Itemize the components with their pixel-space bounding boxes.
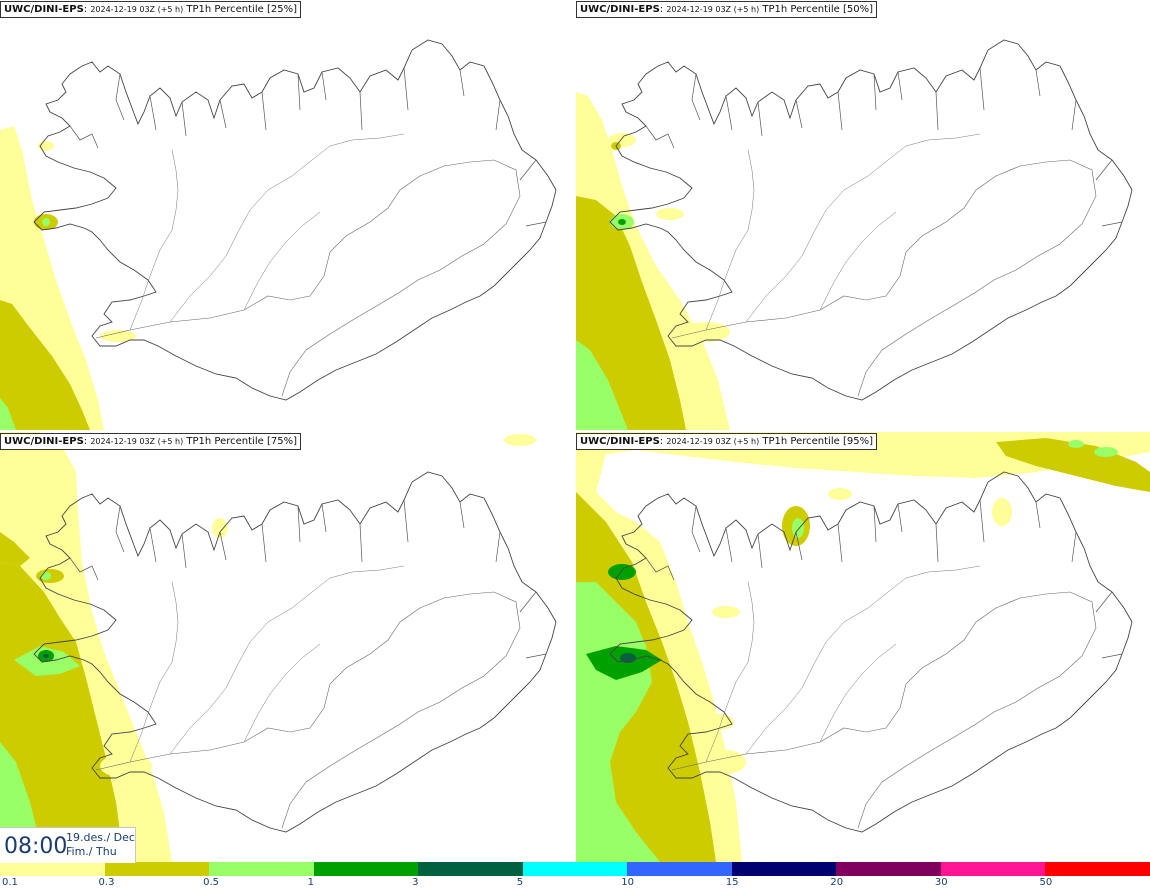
legend-ticks: 0.1 0.3 0.5 1 3 5 10 15 20 30 50 [0,877,1150,891]
iceland-coastline [33,39,557,401]
precip-spot [792,518,804,538]
precip-spot [706,750,746,774]
precip-spot [712,606,740,618]
precip-spot [504,434,536,446]
precip-spot [620,653,636,663]
legend-swatch [522,862,628,876]
model-name: UWC/DINI-EPS [580,436,660,447]
legend-swatch [0,862,105,876]
panel-title: UWC/DINI-EPS: 2024-12-19 03Z (+5 h) TP1h… [0,433,301,450]
precip-spot [41,572,51,580]
precip-map-p75 [0,432,557,862]
legend-swatch [418,862,523,876]
precip-spot [100,754,152,778]
panel-title: UWC/DINI-EPS: 2024-12-19 03Z (+5 h) TP1h… [576,1,877,18]
legend-swatch [627,862,732,876]
legend-tick-label: 5 [516,877,524,888]
legend-tick-label: 0.5 [203,877,219,888]
precip-spot [212,518,228,538]
map-panel-p25: UWC/DINI-EPS: 2024-12-19 03Z (+5 h) TP1h… [0,0,574,430]
precip-spot [682,322,730,342]
legend-swatch [1045,862,1150,876]
map-panel-p50: UWC/DINI-EPS: 2024-12-19 03Z (+5 h) TP1h… [576,0,1150,430]
precip-map-p50 [576,39,1133,430]
precip-area-medium [0,562,124,862]
precip-spot [43,654,49,658]
model-name: UWC/DINI-EPS [4,4,84,15]
precip-spot [42,218,50,226]
legend-tick-label: 15 [725,877,739,888]
legend-tick-label: 10 [621,877,634,888]
legend-swatch [731,862,837,876]
model-name: UWC/DINI-EPS [4,436,84,447]
run-time: 2024-12-19 03Z (+5 h) [90,5,184,14]
valid-day-line: Fim./ Thu [66,845,117,858]
iceland-coastline [609,39,1133,401]
legend-tick-label: 1 [307,877,314,888]
precip-area-heavy [586,646,662,680]
legend-tick-label: 50 [1039,877,1053,888]
precip-spot [618,219,626,225]
panel-title: UWC/DINI-EPS: 2024-12-19 03Z (+5 h) TP1h… [0,1,301,18]
valid-date: 19.des./ Dec Fim./ Thu [66,831,135,859]
precip-spot [1094,447,1118,457]
legend-tick-label: 30 [934,877,948,888]
precip-area-medium [0,532,30,566]
legend-swatch [940,862,1046,876]
run-time: 2024-12-19 03Z (+5 h) [666,5,760,14]
field-name: TP1h Percentile [25%] [186,4,297,15]
legend-swatch [313,862,419,876]
precip-map-p95 [576,432,1150,862]
precip-spot [608,564,636,580]
precip-area-medium [0,300,90,430]
map-panel-p75: UWC/DINI-EPS: 2024-12-19 03Z (+5 h) TP1h… [0,432,574,862]
legend-tick-label: 20 [830,877,844,888]
model-name: UWC/DINI-EPS [580,4,660,15]
color-legend [0,862,1150,876]
run-time: 2024-12-19 03Z (+5 h) [666,437,760,446]
field-name: TP1h Percentile [50%] [762,4,873,15]
legend-tick-label: 0.1 [2,877,18,888]
map-panel-p95: UWC/DINI-EPS: 2024-12-19 03Z (+5 h) TP1h… [576,432,1150,862]
precip-spot [656,208,684,220]
precip-area-medium [996,438,1150,492]
panel-divider [0,430,1150,432]
precip-area-medium [576,196,686,430]
legend-swatch [209,862,314,876]
precip-area-strong [0,398,16,430]
valid-time-box: 08:00 19.des./ Dec Fim./ Thu [0,827,136,863]
run-time: 2024-12-19 03Z (+5 h) [90,437,184,446]
field-name: TP1h Percentile [95%] [762,436,873,447]
precip-map-p25 [0,39,557,430]
iceland-coastline [33,471,557,833]
valid-date-line: 19.des./ Dec [66,831,135,844]
legend-tick-label: 0.3 [98,877,115,888]
precip-spot [992,498,1012,526]
precip-spot [100,330,136,342]
precip-spot [828,488,852,500]
panel-title: UWC/DINI-EPS: 2024-12-19 03Z (+5 h) TP1h… [576,433,877,450]
valid-time: 08:00 [4,834,68,859]
precip-spot [1068,440,1084,448]
precip-area-strong [576,340,628,430]
legend-swatch [104,862,210,876]
field-name: TP1h Percentile [75%] [186,436,297,447]
legend-tick-label: 3 [412,877,419,888]
legend-swatch [836,862,941,876]
